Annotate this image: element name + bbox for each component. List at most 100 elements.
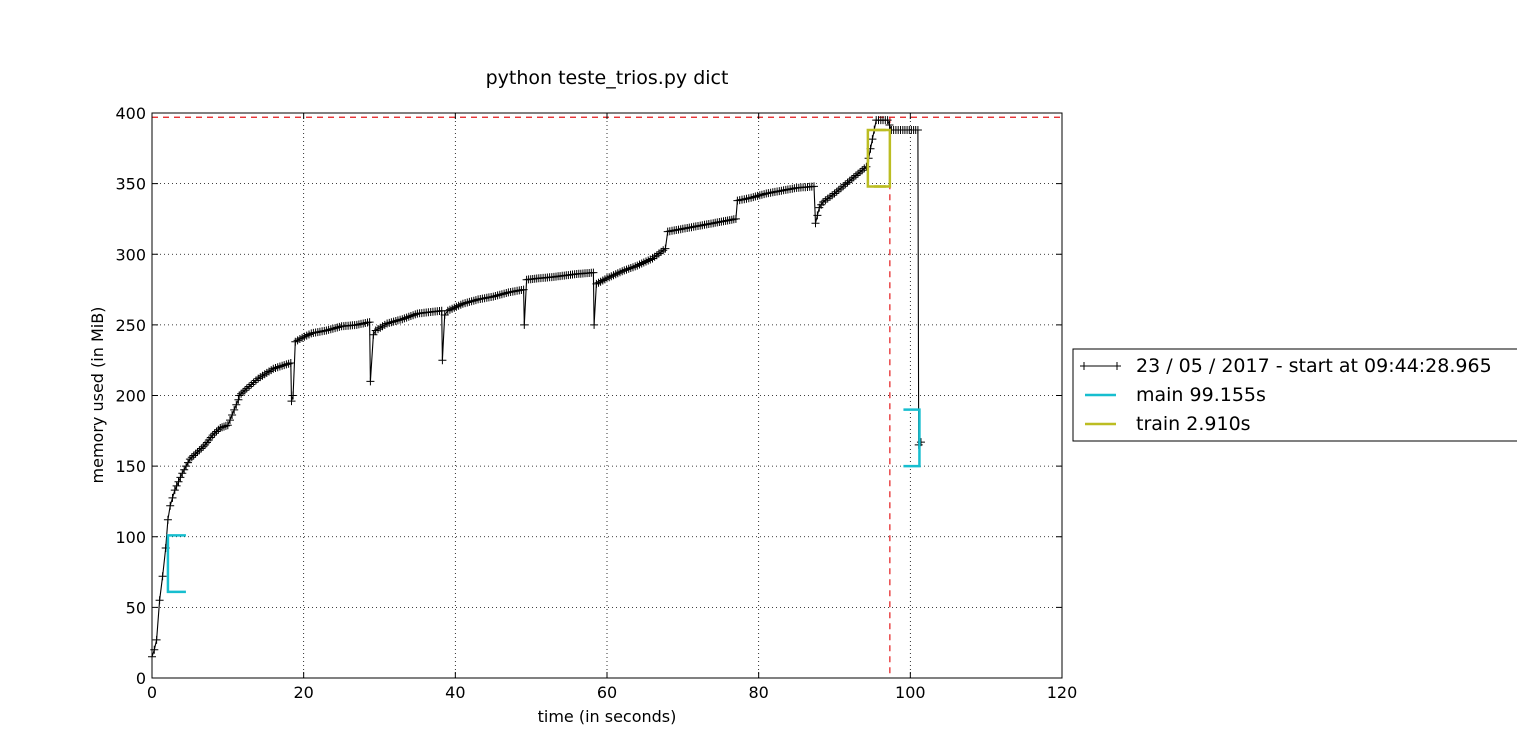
memory-marker <box>463 298 472 307</box>
memory-marker <box>592 279 601 288</box>
memory-marker <box>260 370 269 379</box>
memory-marker <box>624 264 633 273</box>
memory-marker <box>858 166 867 175</box>
axis-ticks: 0 20 40 60 80 100 120 0 50 100 150 200 250 300 350 400 <box>115 104 1077 702</box>
legend-key-memory-markers <box>1080 362 1121 370</box>
y-tick-label: 0 <box>136 669 146 688</box>
memory-marker <box>240 386 249 395</box>
memory-marker <box>280 361 289 370</box>
memory-marker <box>393 316 402 325</box>
memory-marker <box>254 374 263 383</box>
memory-marker <box>199 442 208 451</box>
memory-marker <box>218 423 227 432</box>
memory-marker <box>404 312 413 321</box>
memory-marker <box>208 431 217 440</box>
memory-marker <box>275 362 284 371</box>
legend-box <box>1072 348 1517 442</box>
memory-marker <box>883 116 892 125</box>
x-tick-label: 80 <box>748 683 768 702</box>
memory-marker <box>605 273 614 282</box>
memory-marker <box>648 254 657 263</box>
plot-area <box>148 116 1062 678</box>
memory-marker <box>489 292 498 301</box>
memory-marker <box>411 310 420 319</box>
memory-marker <box>456 300 465 309</box>
memory-marker <box>235 391 244 400</box>
memory-marker <box>832 187 841 196</box>
memory-marker <box>589 268 598 277</box>
y-tick-label: 250 <box>115 316 146 335</box>
memory-marker <box>644 256 653 265</box>
memory-marker <box>598 276 607 285</box>
memory-marker <box>223 421 232 430</box>
memory-marker <box>221 421 230 430</box>
memory-marker <box>189 451 198 460</box>
memory-marker <box>500 289 509 298</box>
memory-marker <box>913 126 922 134</box>
memory-marker <box>366 377 375 386</box>
memory-marker <box>155 596 164 605</box>
memory-marker <box>652 251 661 260</box>
memory-marker <box>182 462 191 471</box>
memory-marker <box>193 448 202 456</box>
x-tick-label: 20 <box>293 683 313 702</box>
memory-marker <box>443 306 452 315</box>
memory-marker <box>184 458 192 467</box>
memory-marker <box>180 465 189 474</box>
memory-marker <box>389 317 398 326</box>
memory-marker <box>391 317 400 325</box>
y-tick-label: 300 <box>115 245 146 264</box>
memory-marker <box>369 330 378 339</box>
memory-marker <box>212 427 221 436</box>
y-tick-label: 150 <box>115 457 146 476</box>
memory-marker <box>287 397 296 406</box>
memory-marker <box>491 292 500 300</box>
memory-marker <box>333 323 342 332</box>
memory-marker <box>289 391 298 400</box>
memory-marker <box>237 389 246 398</box>
memory-marker <box>234 395 243 404</box>
memory-marker <box>328 324 337 333</box>
memory-marker <box>493 291 502 300</box>
y-tick-label: 200 <box>115 387 146 406</box>
memory-marker <box>440 311 449 319</box>
x-tick-label: 100 <box>895 683 926 702</box>
legend-label-main: main 99.155s <box>1136 384 1266 406</box>
memory-marker <box>854 169 862 178</box>
memory-marker <box>847 175 856 183</box>
train-function-end-bracket <box>873 128 892 188</box>
memory-marker <box>166 501 175 510</box>
memory-marker <box>637 259 646 268</box>
memory-marker <box>731 214 740 223</box>
y-tick-label: 400 <box>115 104 146 123</box>
memory-marker <box>751 192 760 201</box>
memory-marker <box>594 278 603 287</box>
memory-marker <box>326 325 335 334</box>
memory-marker <box>396 315 405 324</box>
y-axis-title: memory used (in MiB) <box>88 307 107 484</box>
memory-marker <box>226 416 234 425</box>
memory-marker <box>158 572 167 581</box>
memory-marker <box>760 190 769 199</box>
memory-marker <box>755 191 764 200</box>
memory-marker <box>753 191 762 200</box>
x-tick-label: 40 <box>445 683 465 702</box>
memory-marker <box>813 211 822 220</box>
memory-marker <box>450 303 459 312</box>
x-axis-title: time (in seconds) <box>538 707 677 726</box>
legend: 23 / 05 / 2017 - start at 09:44:28.965 m… <box>1072 348 1517 442</box>
main-function-start-bracket <box>166 534 186 594</box>
memory-series-line <box>151 119 922 657</box>
memory-marker <box>868 135 877 144</box>
memory-marker <box>232 400 241 409</box>
memory-marker <box>239 388 247 396</box>
x-tick-label: 120 <box>1047 683 1078 702</box>
memory-marker <box>230 405 239 414</box>
memory-marker <box>845 176 854 185</box>
memory-marker <box>469 296 478 305</box>
memory-marker <box>749 193 758 202</box>
memory-marker <box>810 182 818 191</box>
memory-marker <box>497 290 506 299</box>
memory-marker <box>611 270 620 279</box>
memory-marker <box>228 411 237 419</box>
